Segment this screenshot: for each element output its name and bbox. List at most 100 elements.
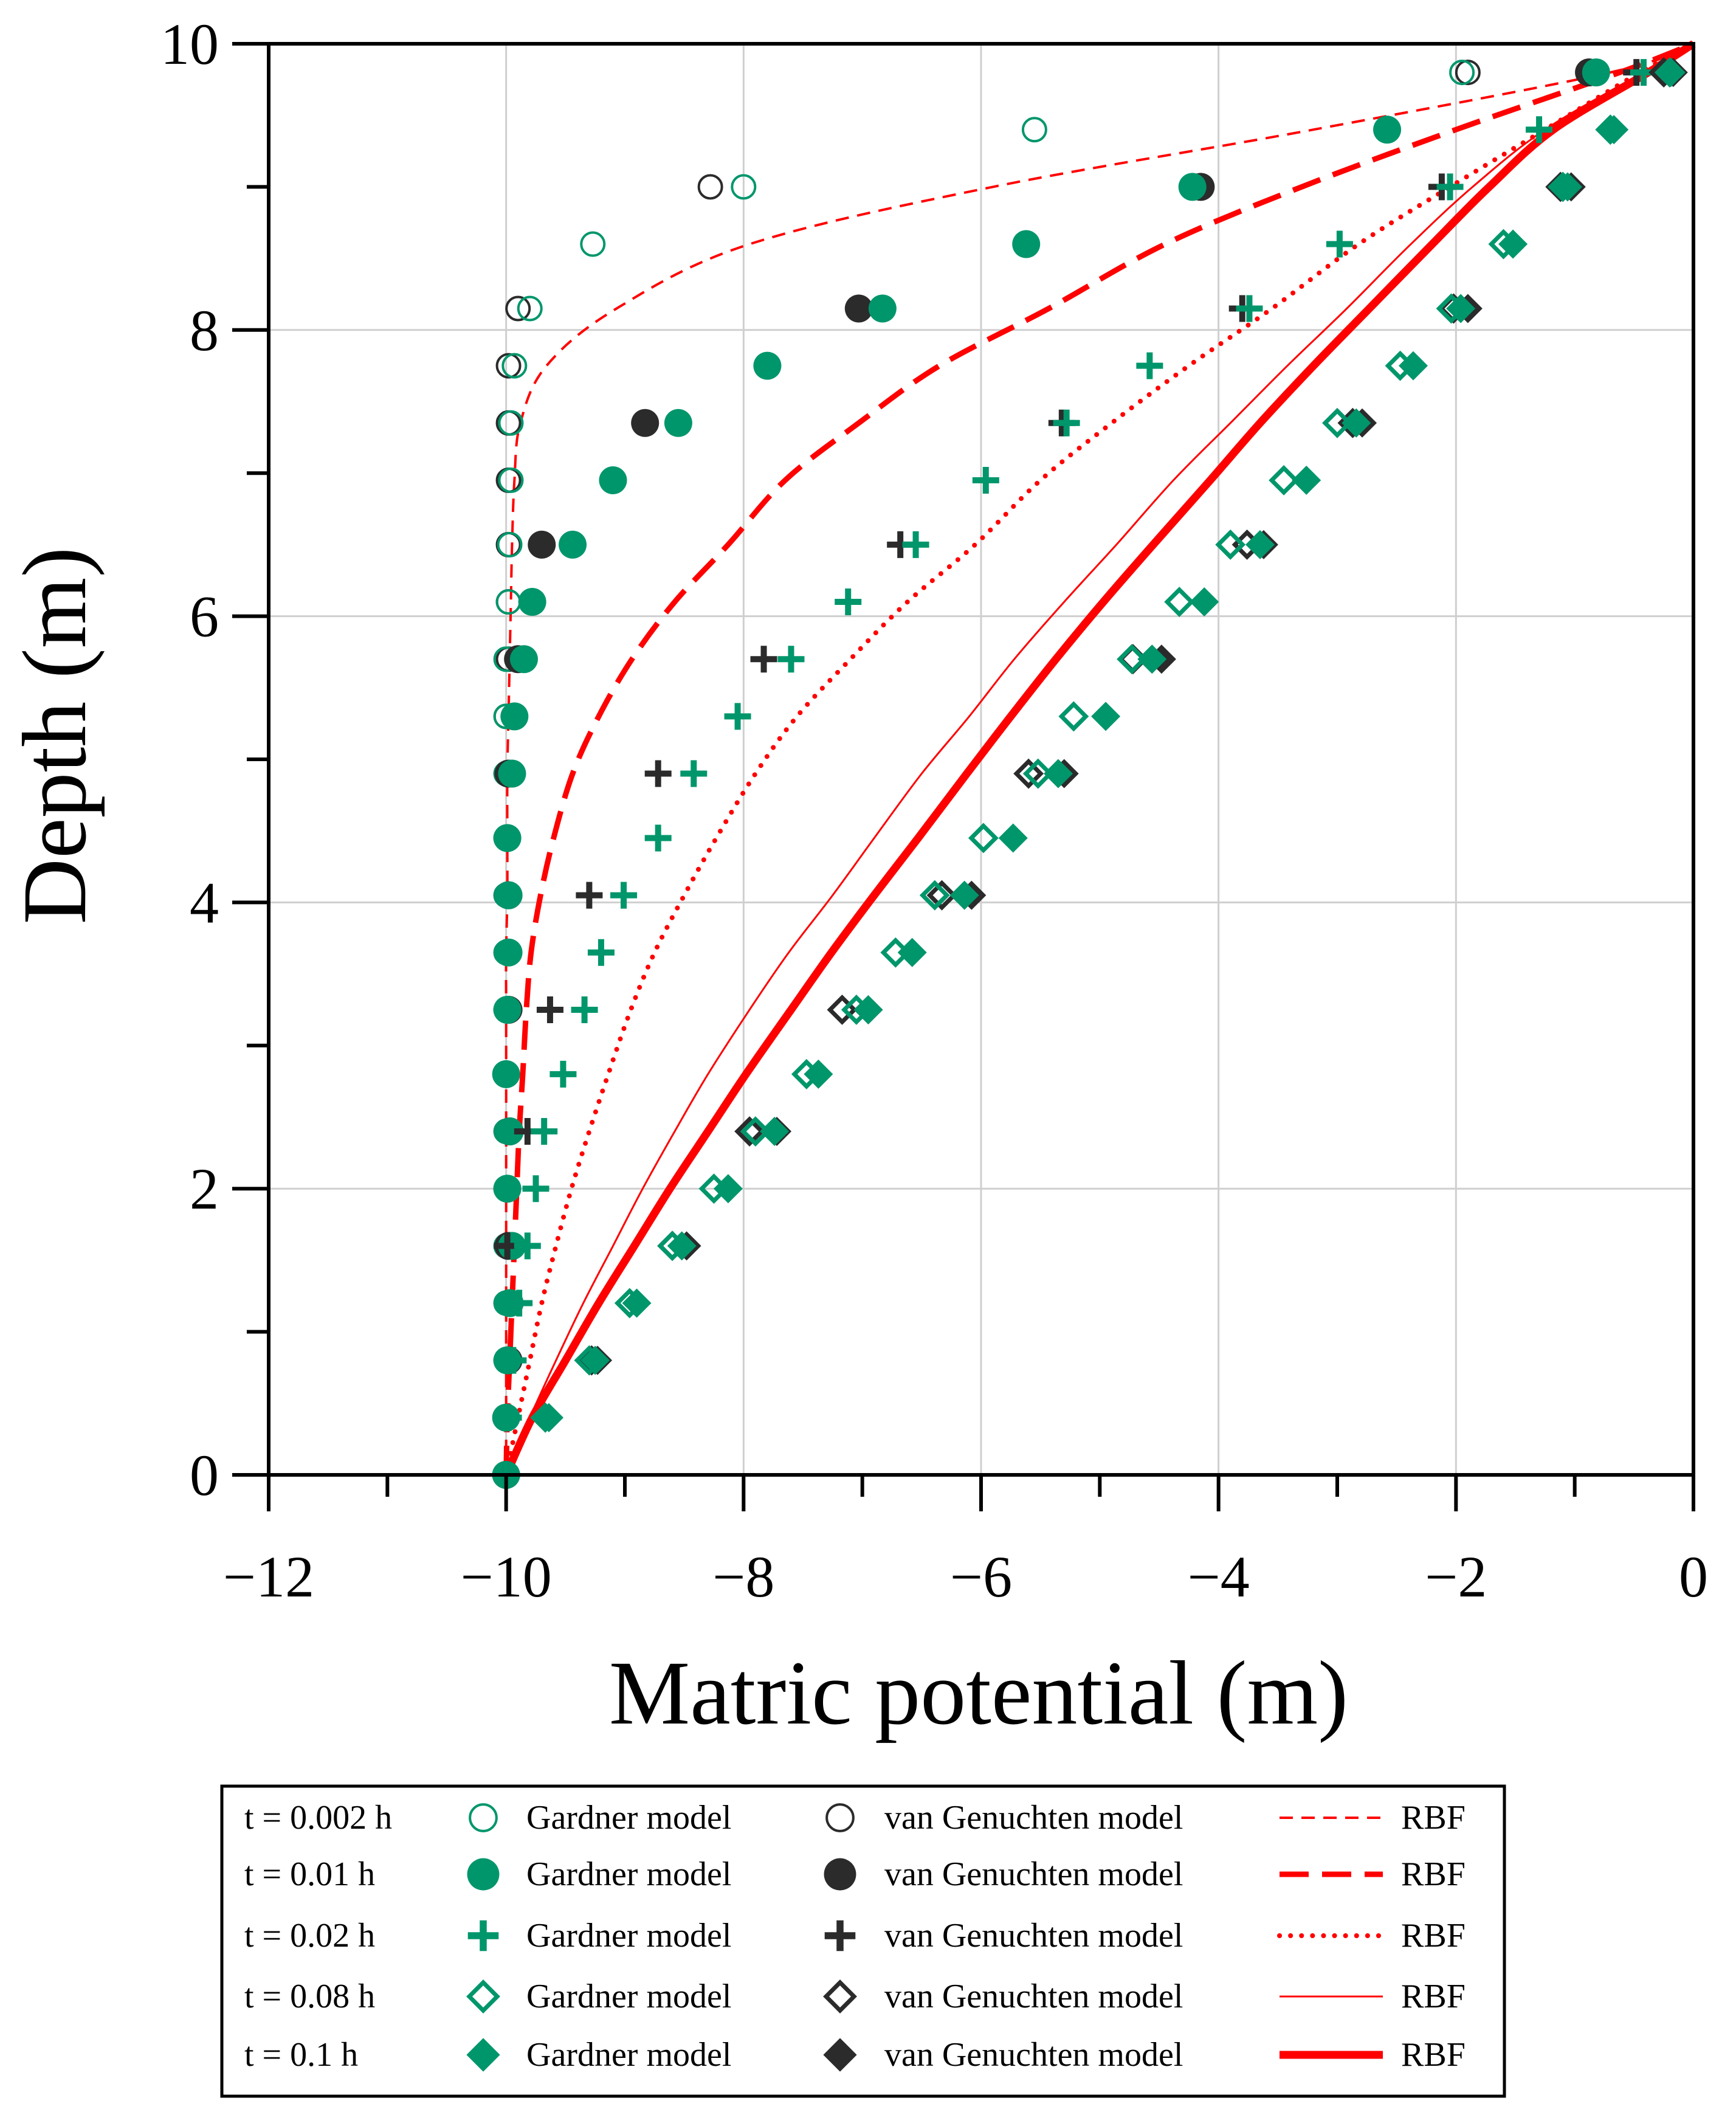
gardner-marker [1526,116,1553,143]
vg-marker [495,353,522,379]
gardner-marker [868,294,897,323]
gardner-marker [1245,530,1275,559]
gardner-marker [492,1060,520,1088]
x-tick-label: −12 [223,1544,314,1609]
rbf-curve [502,40,1696,1477]
legend-rbf-label: RBF [1401,1917,1466,1955]
gardner-marker [1012,230,1041,258]
gardner-marker [1022,758,1053,789]
y-tick-label: 4 [190,870,219,935]
gardner-marker [1164,587,1195,618]
gardner-marker [1436,173,1464,201]
legend-vg-label: van Genuchten model [884,1978,1183,2015]
gardner-marker [1178,173,1207,201]
gardner-marker [853,995,883,1024]
gardner-marker [498,410,524,436]
gardner-marker [664,409,692,437]
rbf-curve [505,43,1694,1475]
gardner-marker [495,1117,524,1146]
gardner-marker [902,531,929,558]
vg-marker [1455,60,1481,86]
legend-gardner-marker [466,2038,500,2072]
legend-time-label: t = 0.02 h [244,1917,375,1955]
vg-marker [505,295,531,322]
data-markers [492,57,1688,1489]
vg-marker [750,646,777,673]
legend-box [220,1784,1506,2098]
gardner-marker [753,351,782,380]
gardner-marker [1449,60,1475,86]
vg-marker [644,760,672,787]
legend-gardner-label: Gardner model [526,1978,731,2015]
legend-gardner-marker [466,1979,500,2014]
gardner-marker [1058,701,1089,732]
legend-vg-label: van Genuchten model [884,1799,1183,1837]
legend-gardner-label: Gardner model [526,2036,731,2074]
legend-gardner-marker [469,1803,498,1832]
legend-vg-label: van Genuchten model [884,1855,1183,1893]
gardner-marker [509,645,538,674]
y-axis-title: Depth (m) [4,547,105,925]
gardner-marker [1399,351,1428,381]
y-tick-label: 10 [160,12,219,77]
gardner-marker [580,1345,610,1375]
legend-vg-marker [824,1858,856,1891]
legend-time-label: t = 0.1 h [244,2036,358,2074]
vg-marker [697,174,723,200]
gardner-marker [514,1232,541,1260]
vg-marker [514,1118,541,1145]
gardner-marker [760,1117,790,1147]
vg-marker [734,1116,765,1147]
vg-marker [844,294,873,323]
gardner-marker [1656,58,1686,88]
y-tick-label: 0 [190,1443,219,1508]
y-tick-label: 2 [190,1156,219,1221]
gardner-marker [1582,58,1610,87]
gardner-marker [587,939,615,966]
gardner-marker [1137,644,1167,674]
gardner-marker [517,295,543,322]
gardner-marker [724,703,751,730]
gardner-marker [1091,702,1121,731]
gardner-marker [740,1116,771,1147]
gardner-marker [1292,465,1321,495]
gardner-marker [522,1175,549,1203]
x-tick-label: −4 [1188,1544,1250,1609]
gardner-marker [495,589,522,615]
rbf-curve [503,41,1695,1475]
legend-rbf-label: RBF [1401,1799,1466,1837]
vg-marker [536,996,563,1023]
legend-rbf-label: RBF [1401,2036,1466,2074]
vg-marker [576,882,603,909]
gardner-marker [501,353,528,379]
gardner-marker [1326,230,1353,258]
gardner-marker [1446,294,1476,323]
gardner-marker [1043,759,1073,789]
gardner-marker [1236,295,1263,322]
gardner-marker [1498,229,1528,259]
vg-marker [1013,758,1044,789]
gardner-marker [1342,408,1371,438]
legend-vg-marker [823,2038,857,2072]
tick-labels: −12 −10 −8 −6 −4 −2 0 0 2 4 6 8 10 [160,12,1708,1609]
x-tick-label: −8 [712,1544,774,1609]
gardner-marker [622,1288,652,1318]
gardner-marker [1630,59,1657,86]
gardner-marker [680,760,708,787]
rbf-curves [502,40,1696,1477]
gardner-marker [949,880,979,910]
gardner-marker [506,1289,533,1317]
legend-vg-marker [825,1803,855,1832]
gardner-marker [644,824,672,852]
gardner-marker [1136,352,1163,379]
gardner-marker [667,1231,697,1261]
legend-gardner-marker [467,1920,499,1952]
gardner-marker [500,1347,527,1374]
gardner-marker [531,1118,558,1145]
legend-time-label: t = 0.002 h [244,1799,392,1837]
gardner-marker [835,588,862,616]
gardner-marker [777,646,805,673]
gardner-marker [571,996,598,1023]
gardner-marker [580,231,606,257]
x-tick-label: 0 [1679,1544,1708,1609]
